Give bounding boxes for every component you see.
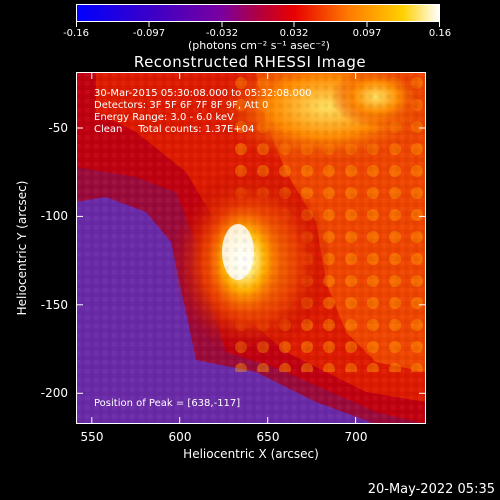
x-tick-label: 550 xyxy=(80,430,104,444)
y-tick-label: -200 xyxy=(40,386,68,400)
footer-date: 20-May-2022 05:35 xyxy=(367,482,495,497)
x-tick-label: 700 xyxy=(344,430,368,444)
method-counts-annotation: Clean Total counts: 1.37E+04 xyxy=(94,124,255,135)
x-tick-label: 600 xyxy=(168,430,192,444)
colorbar-tick-label: -0.032 xyxy=(205,28,239,39)
rhessi-image xyxy=(76,72,426,424)
colorbar-tick-label: -0.097 xyxy=(132,28,166,39)
peak-position-annotation: Position of Peak = [638,-117] xyxy=(94,398,241,409)
colorbar-tick-label: 0.16 xyxy=(428,28,452,39)
x-axis-label: Heliocentric X (arcsec) xyxy=(183,447,319,461)
y-tick-label: -150 xyxy=(40,298,68,312)
colorbar-tick-label: 0.032 xyxy=(279,28,309,39)
colorbar-tick-marks xyxy=(76,22,440,27)
y-axis-label: Heliocentric Y (arcsec) xyxy=(15,180,29,316)
energy-range-annotation: Energy Range: 3.0 - 6.0 keV xyxy=(94,112,234,123)
y-tick-label: -50 xyxy=(48,121,68,135)
x-tick-label: 650 xyxy=(256,430,280,444)
colorbar-tick-label: 0.097 xyxy=(352,28,382,39)
detectors-annotation: Detectors: 3F 5F 6F 7F 8F 9F, Att 0 xyxy=(94,100,269,111)
colorbar-unit-label: (photons cm⁻² s⁻¹ asec⁻²) xyxy=(188,39,330,52)
y-tick-label: -100 xyxy=(40,209,68,223)
colorbar xyxy=(76,4,440,22)
time-range-annotation: 30-Mar-2015 05:30:08.000 to 05:32:08.000 xyxy=(94,88,312,99)
colorbar-tick-label: -0.16 xyxy=(63,28,89,39)
rhessi-image-plot xyxy=(76,72,426,424)
image-title: Reconstructed RHESSI Image xyxy=(133,53,367,71)
